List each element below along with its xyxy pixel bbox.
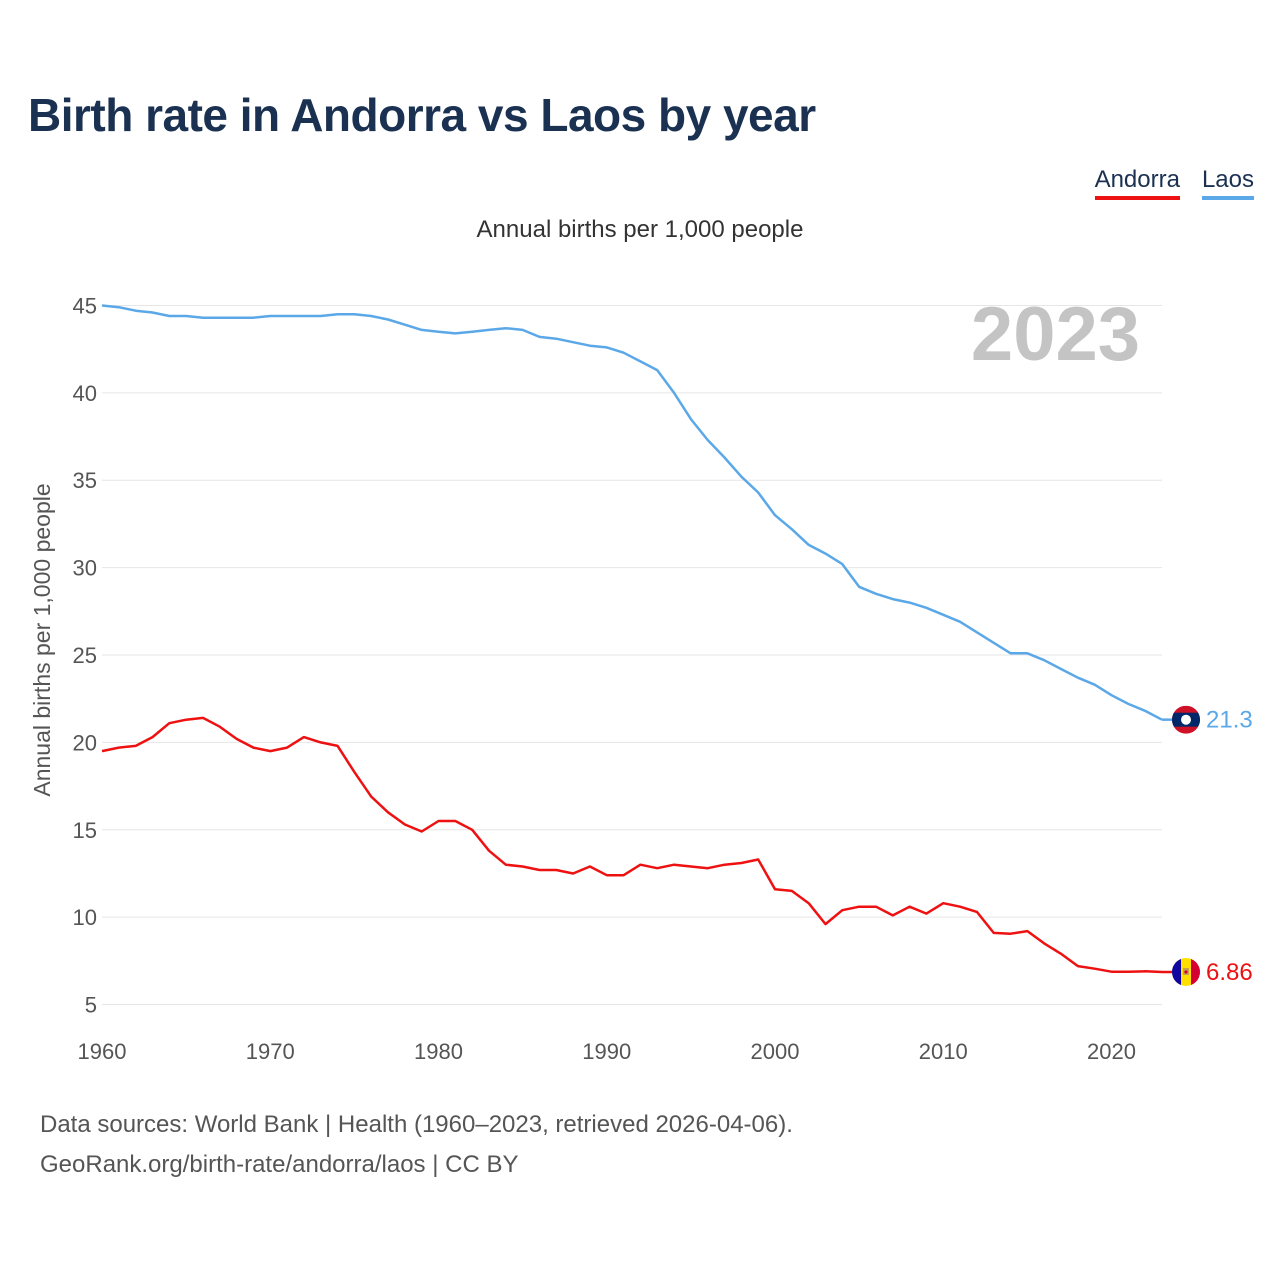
y-axis-label: Annual births per 1,000 people (29, 483, 55, 796)
y-tick-15: 15 (73, 818, 97, 843)
series-line-andorra (101, 716, 1163, 974)
y-tick-10: 10 (73, 905, 97, 930)
x-tick-1970: 1970 (246, 1039, 295, 1064)
laos-end-value: 21.3 (1206, 707, 1253, 734)
x-tick-1980: 1980 (414, 1039, 463, 1064)
series-end-markers: 21.3 6.86 (1172, 705, 1253, 986)
gridlines (102, 304, 1162, 1006)
y-tick-5: 5 (85, 993, 97, 1018)
y-tick-25: 25 (73, 643, 97, 668)
x-tick-2010: 2010 (919, 1039, 968, 1064)
laos-flag-icon (1172, 705, 1200, 734)
series-lines (101, 304, 1174, 974)
andorra-end-value: 6.86 (1206, 959, 1253, 986)
footer: Data sources: World Bank | Health (1960–… (40, 1105, 793, 1185)
y-tick-20: 20 (73, 730, 97, 755)
x-tick-1990: 1990 (582, 1039, 631, 1064)
legend-item-andorra[interactable]: Andorra (1094, 166, 1180, 200)
series-line-laos (101, 304, 1163, 721)
y-tick-45: 45 (73, 293, 97, 318)
chart-subtitle: Annual births per 1,000 people (476, 216, 804, 243)
y-tick-40: 40 (73, 381, 97, 406)
data-source-text: Data sources: World Bank | Health (1960–… (40, 1111, 793, 1138)
legend: Andorra Laos (1094, 166, 1254, 200)
x-tick-1960: 1960 (78, 1039, 127, 1064)
chart-title: Birth rate in Andorra vs Laos by year (28, 89, 816, 141)
y-tick-35: 35 (73, 468, 97, 493)
source-url-text[interactable]: GeoRank.org/birth-rate/andorra/laos | CC… (40, 1151, 519, 1178)
line-chart: 5 10 15 20 25 30 35 40 45 1960 1970 1980 1990 2000 20… (29, 292, 1253, 1064)
andorra-flag-icon (1172, 958, 1200, 986)
x-tick-2020: 2020 (1087, 1039, 1136, 1064)
x-axis-ticks: 1960 1970 1980 1990 2000 2010 2020 (78, 1039, 1136, 1064)
x-tick-2000: 2000 (751, 1039, 800, 1064)
legend-item-laos[interactable]: Laos (1201, 166, 1254, 200)
y-axis-ticks: 5 10 15 20 25 30 35 40 45 (73, 293, 97, 1017)
year-label: 2023 (971, 292, 1140, 377)
y-tick-30: 30 (73, 556, 97, 581)
